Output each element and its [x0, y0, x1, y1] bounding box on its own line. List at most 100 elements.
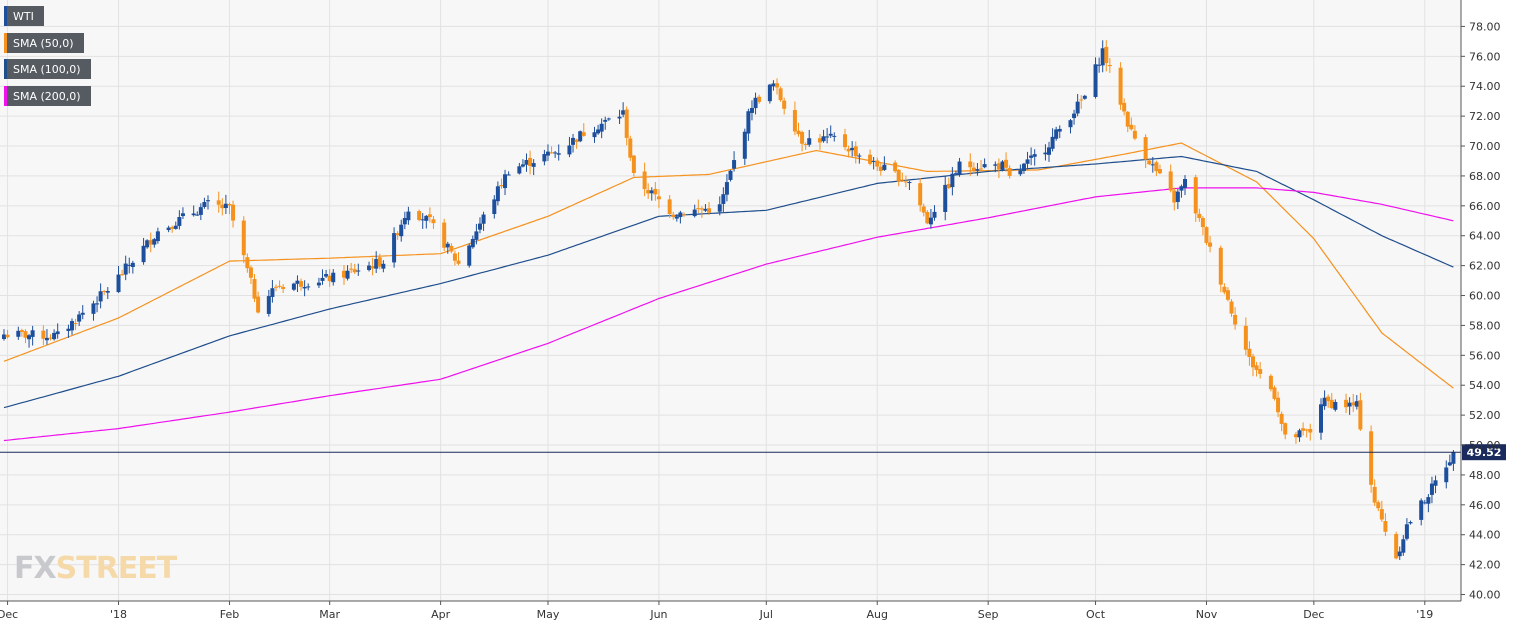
candle-body — [417, 211, 422, 220]
legend-sma50[interactable]: SMA (50,0) — [4, 33, 84, 53]
candle-body — [1319, 404, 1324, 433]
candle-body — [105, 291, 110, 293]
candle-body — [524, 160, 529, 165]
candle-body — [642, 171, 647, 190]
candle-body — [231, 204, 236, 221]
x-axis: Dec '18 Feb Mar Apr May Jun Jul Aug Sep Oct Nov Dec '… — [0, 600, 1461, 621]
candle-body — [216, 200, 221, 205]
candle-body — [1401, 539, 1406, 553]
candle-body — [1204, 227, 1209, 243]
candle-body — [896, 169, 901, 182]
legend-sma100-label: SMA (100,0) — [13, 62, 81, 76]
y-tick-label: 44.00 — [1469, 529, 1501, 542]
legend-wti-label: WTI — [13, 9, 34, 23]
candle-body — [1183, 179, 1188, 188]
candle-body — [1301, 428, 1306, 431]
candle-body — [381, 263, 386, 269]
candle-body — [1057, 128, 1062, 132]
y-tick-label: 68.00 — [1469, 170, 1501, 183]
candle-body — [1225, 290, 1230, 300]
candle-body — [248, 267, 253, 278]
candle-body — [792, 110, 797, 132]
x-tick-label: Aug — [866, 608, 887, 621]
candle-body — [1050, 136, 1055, 149]
x-tick-label: Dec — [0, 608, 18, 621]
candle-body — [402, 217, 407, 225]
candle-body — [1451, 452, 1456, 464]
x-tick-label: Jun — [649, 608, 667, 621]
candle-body — [205, 200, 210, 202]
candle-body — [1082, 95, 1087, 99]
candle-body — [578, 131, 583, 142]
candle-body — [596, 129, 601, 134]
legend-wti-swatch — [4, 6, 7, 26]
candle-body — [628, 138, 633, 158]
candle-body — [982, 164, 987, 168]
y-tick-label: 74.00 — [1469, 80, 1501, 93]
candle-body — [1004, 159, 1009, 168]
candle-body — [1447, 462, 1452, 466]
candle-body — [1376, 502, 1381, 509]
candle-body — [1322, 397, 1327, 407]
candle-body — [170, 227, 175, 229]
candle-body — [1279, 413, 1284, 424]
candle-body — [699, 208, 704, 210]
candle-body — [1426, 497, 1431, 504]
legend-wti[interactable]: WTI — [4, 6, 44, 26]
candle-body — [327, 275, 332, 282]
candle-body — [173, 225, 178, 229]
candle-body — [252, 279, 257, 299]
candle-body — [377, 257, 382, 267]
candle-body — [1093, 64, 1098, 97]
candle-body — [177, 217, 182, 226]
candle-body — [420, 219, 425, 221]
candle-body — [127, 264, 132, 266]
candle-body — [882, 164, 887, 170]
candle-body — [48, 337, 53, 339]
candle-body — [467, 245, 472, 266]
candle-body — [775, 83, 780, 88]
candle-body — [1172, 190, 1177, 203]
candle-body — [102, 291, 107, 293]
y-tick-label: 52.00 — [1469, 409, 1501, 422]
candle-body — [220, 204, 225, 209]
candle-body — [1347, 402, 1352, 407]
candle-body — [1007, 167, 1012, 176]
candle-body — [671, 214, 676, 217]
y-tick-label: 56.00 — [1469, 349, 1501, 362]
y-tick-label: 72.00 — [1469, 110, 1501, 123]
legend-sma200[interactable]: SMA (200,0) — [4, 86, 91, 106]
candle-body — [943, 184, 948, 212]
candle-body — [1072, 113, 1077, 119]
candle-body — [1143, 137, 1148, 160]
candle-body — [198, 207, 203, 215]
candle-body — [1200, 218, 1205, 228]
x-tick-label: Nov — [1196, 608, 1218, 621]
candle-body — [1358, 400, 1363, 430]
candle-body — [245, 257, 250, 269]
candle-body — [1043, 152, 1048, 155]
candle-body — [44, 337, 49, 341]
candle-body — [395, 233, 400, 236]
legend-sma100[interactable]: SMA (100,0) — [4, 59, 91, 79]
candle-body — [481, 214, 486, 224]
candle-body — [80, 312, 85, 315]
candle-body — [367, 265, 372, 271]
x-tick-label: Dec — [1303, 608, 1324, 621]
candle-body — [316, 282, 321, 286]
candle-body — [452, 253, 457, 261]
candle-body — [646, 189, 651, 194]
candle-body — [120, 274, 125, 276]
candle-body — [549, 152, 554, 154]
candle-body — [1047, 147, 1052, 155]
candle-body — [778, 88, 783, 101]
candle-body — [1021, 163, 1026, 171]
candle-body — [1258, 369, 1263, 374]
candle-body — [306, 286, 311, 288]
candle-body — [868, 154, 873, 164]
candle-body — [1379, 509, 1384, 520]
legend-sma50-label: SMA (50,0) — [13, 36, 74, 50]
candle-body — [1404, 524, 1409, 539]
candle-body — [846, 148, 851, 152]
candle-body — [266, 296, 271, 314]
